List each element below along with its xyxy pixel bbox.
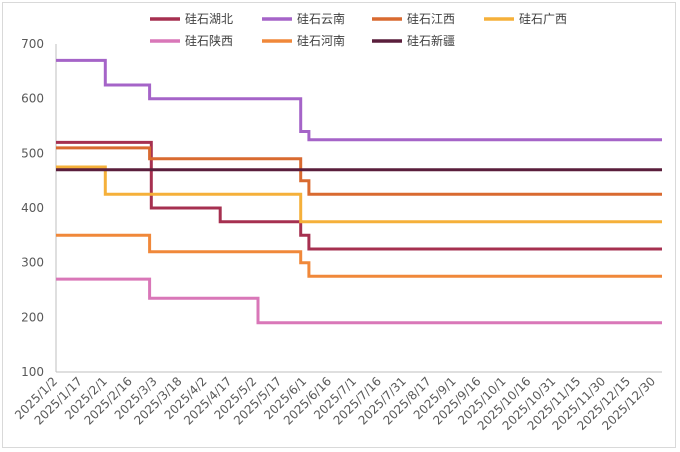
series-line (56, 233, 662, 278)
legend-label: 硅石云南 (297, 11, 345, 26)
legend-label: 硅石新疆 (407, 33, 455, 48)
y-tick-label: 400 (21, 201, 44, 215)
legend-item: 硅石广西 (484, 12, 567, 26)
legend-item: 硅石陕西 (150, 33, 233, 48)
series-line (56, 277, 662, 325)
y-tick-label: 700 (21, 37, 44, 51)
y-tick-label: 500 (21, 146, 44, 160)
y-axis: 100 200 300 400 500 600 700 (21, 37, 57, 379)
x-axis: 2025/1/22025/1/172025/2/12025/2/162025/3… (12, 371, 662, 433)
series-line (56, 58, 662, 142)
legend-item: 硅石云南 (262, 11, 345, 26)
legend-item: 硅石新疆 (372, 33, 455, 48)
series-lines (56, 58, 662, 325)
legend-item: 硅石河南 (262, 33, 345, 48)
legend-label: 硅石河南 (297, 33, 345, 48)
legend-label: 硅石江西 (407, 12, 455, 26)
legend-label: 硅石陕西 (185, 33, 233, 48)
chart-frame (2, 2, 676, 448)
legend-label: 硅石湖北 (185, 11, 233, 26)
legend-item: 硅石湖北 (150, 11, 233, 26)
series-line (56, 140, 662, 251)
y-tick-label: 100 (21, 365, 44, 379)
y-tick-label: 300 (21, 256, 44, 270)
y-tick-label: 600 (21, 92, 44, 106)
y-tick-label: 200 (21, 310, 44, 324)
legend-item: 硅石江西 (372, 12, 455, 26)
legend-label: 硅石广西 (519, 12, 567, 26)
series-line (56, 165, 662, 224)
